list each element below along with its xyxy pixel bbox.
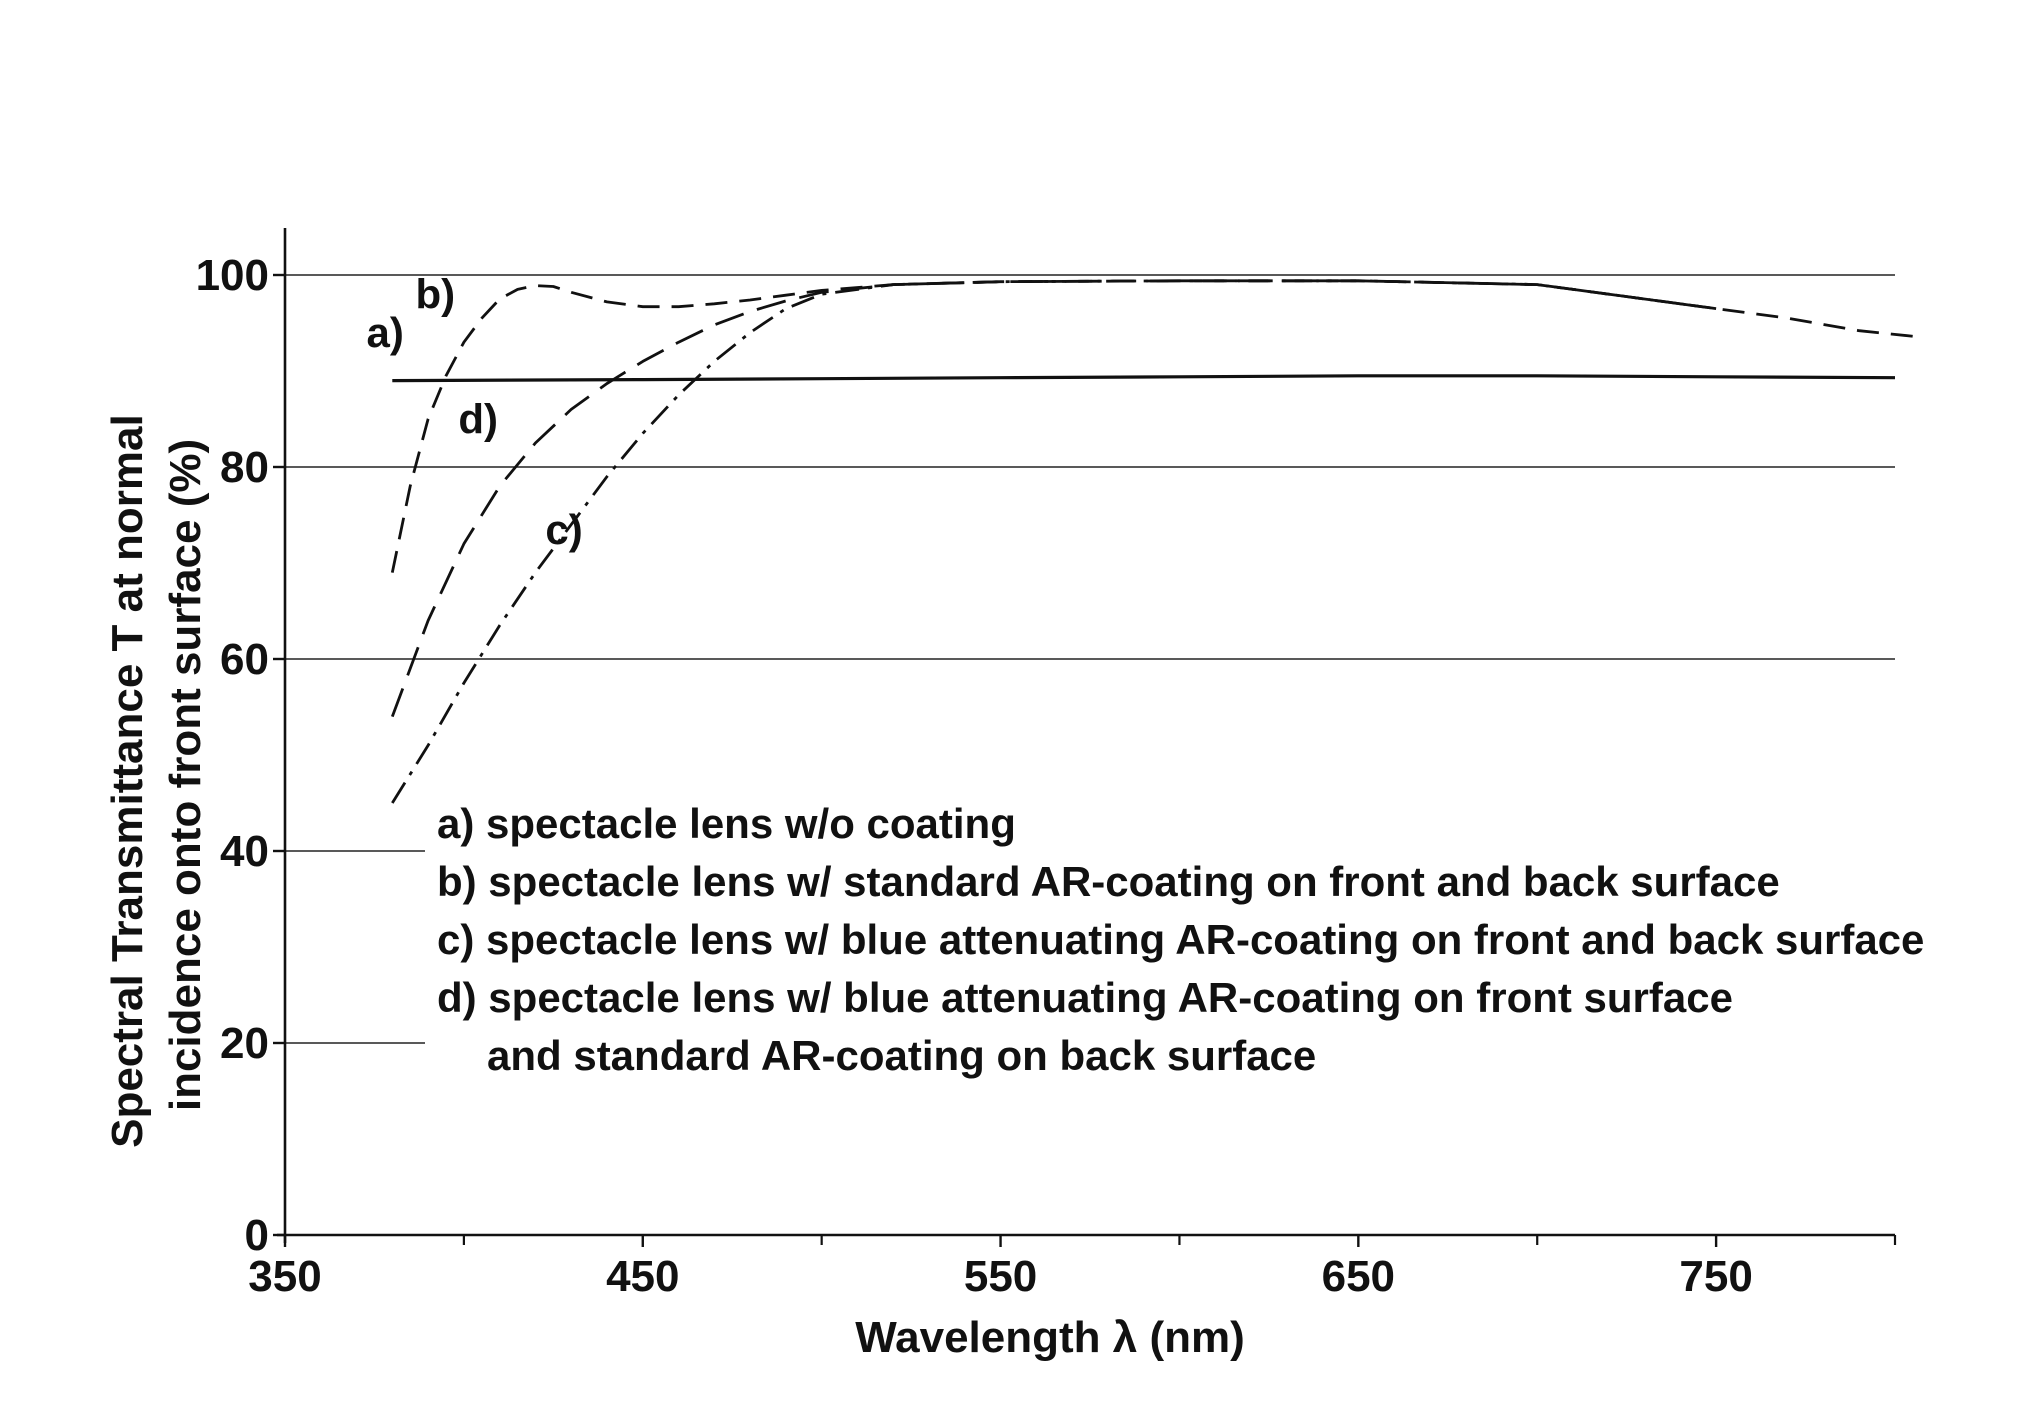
x-tick-label-350: 350: [248, 1252, 321, 1301]
legend-entry-3: d) spectacle lens w/ blue attenuating AR…: [437, 974, 1733, 1021]
curve-label-b: b): [415, 271, 455, 318]
x-tick-label-650: 650: [1322, 1252, 1395, 1301]
x-tick-label-450: 450: [606, 1252, 679, 1301]
x-tick-label-550: 550: [964, 1252, 1037, 1301]
y-tick-label-100: 100: [196, 251, 269, 300]
y-axis-title-line-1: Spectral Transmittance T at normal: [103, 414, 152, 1148]
series-lines: [392, 281, 1923, 803]
y-tick-label-60: 60: [220, 635, 269, 684]
x-tick-label-750: 750: [1679, 1252, 1752, 1301]
y-tick-label-80: 80: [220, 443, 269, 492]
axes: 020406080100350450550650750: [196, 228, 1895, 1301]
y-axis-title: Spectral Transmittance T at normal incid…: [103, 402, 210, 1148]
legend-entry-1: b) spectacle lens w/ standard AR-coating…: [437, 858, 1780, 905]
curve-label-c: d): [458, 395, 498, 442]
series-line-c: [392, 281, 1716, 803]
legend-entry-0: a) spectacle lens w/o coating: [437, 800, 1016, 847]
curve-label-d: c): [545, 506, 582, 553]
y-tick-label-20: 20: [220, 1019, 269, 1068]
legend-entry-4: and standard AR-coating on back surface: [487, 1032, 1316, 1079]
curve-labels: a) b) d) c): [366, 271, 582, 553]
curve-label-a: a): [366, 309, 403, 356]
x-axis-title: Wavelength λ (nm): [855, 1313, 1245, 1362]
legend-entry-2: c) spectacle lens w/ blue attenuating AR…: [437, 916, 1924, 963]
series-line-b: [392, 281, 1923, 573]
y-axis-title-line-2: incidence onto front surface (%): [161, 439, 210, 1111]
y-tick-label-40: 40: [220, 827, 269, 876]
series-line-d: [392, 281, 1716, 717]
legend: a) spectacle lens w/o coating b) spectacl…: [425, 794, 1924, 1090]
